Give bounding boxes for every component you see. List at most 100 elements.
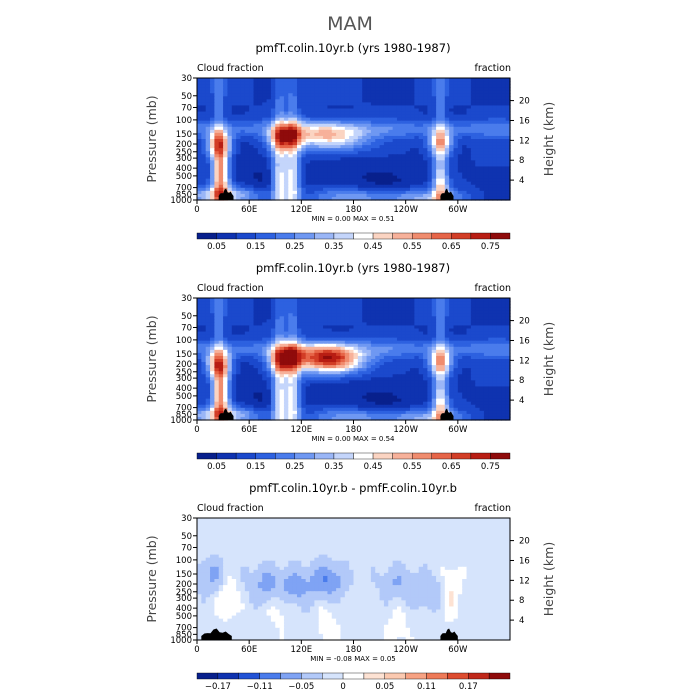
heatmap-cell bbox=[353, 114, 359, 119]
heatmap-cell bbox=[310, 145, 315, 149]
heatmap-cell bbox=[210, 145, 215, 149]
heatmap-cell bbox=[292, 151, 298, 155]
heatmap-cell bbox=[310, 196, 315, 201]
heatmap-cell bbox=[283, 343, 289, 348]
heatmap-cell bbox=[296, 307, 302, 311]
heatmap-cell bbox=[244, 120, 250, 125]
heatmap-cell bbox=[283, 377, 289, 381]
heatmap-cell bbox=[427, 99, 433, 103]
heatmap-cell bbox=[292, 142, 298, 146]
heatmap-cell bbox=[396, 187, 402, 192]
heatmap-cell bbox=[223, 129, 229, 134]
heatmap-cell bbox=[205, 120, 211, 125]
heatmap-cell bbox=[449, 139, 455, 143]
heatmap-cell bbox=[283, 178, 289, 183]
heatmap-cell bbox=[483, 377, 489, 381]
heatmap-cell bbox=[323, 181, 329, 186]
heatmap-cell bbox=[375, 114, 381, 119]
heatmap-cell bbox=[223, 316, 229, 320]
heatmap-cell bbox=[301, 142, 307, 146]
heatmap-cell bbox=[310, 343, 315, 348]
heatmap-cell bbox=[349, 148, 355, 152]
heatmap-cell bbox=[310, 193, 315, 198]
heatmap-cell bbox=[488, 343, 494, 348]
heatmap-cell bbox=[231, 340, 237, 345]
heatmap-cell bbox=[492, 362, 498, 366]
heatmap-cell bbox=[383, 352, 389, 357]
heatmap-cell bbox=[453, 352, 459, 357]
heatmap-cell bbox=[505, 102, 511, 107]
heatmap-cell bbox=[318, 337, 324, 342]
heatmap-cell bbox=[283, 374, 289, 378]
heatmap-cell bbox=[375, 169, 381, 174]
heatmap-cell bbox=[453, 334, 459, 339]
heatmap-cell bbox=[262, 129, 268, 134]
heatmap-cell bbox=[388, 102, 394, 107]
heatmap-cell bbox=[336, 193, 342, 198]
heatmap-cell bbox=[388, 96, 394, 100]
heatmap-cell bbox=[305, 340, 311, 345]
heatmap-cell bbox=[483, 340, 489, 345]
heatmap-cell bbox=[288, 307, 294, 311]
heatmap-cell bbox=[496, 181, 502, 186]
heatmap-cell bbox=[279, 337, 285, 342]
heatmap-cell bbox=[318, 108, 324, 113]
heatmap-cell bbox=[270, 340, 276, 345]
heatmap-cell bbox=[405, 377, 411, 381]
heatmap-cell bbox=[236, 325, 242, 330]
heatmap-cell bbox=[197, 132, 202, 137]
heatmap-cell bbox=[201, 99, 207, 103]
heatmap-cell bbox=[344, 181, 350, 186]
heatmap-cell bbox=[496, 193, 502, 198]
heatmap-cell bbox=[436, 126, 442, 131]
heatmap-cell bbox=[283, 142, 289, 146]
heatmap-cell bbox=[457, 362, 463, 366]
heatmap-cell bbox=[475, 337, 481, 342]
heatmap-cell bbox=[475, 93, 481, 97]
heatmap-cell bbox=[479, 172, 485, 177]
colorbar-label: 0.15 bbox=[246, 242, 265, 252]
heatmap-cell bbox=[214, 129, 220, 134]
heatmap-cell bbox=[505, 184, 511, 189]
heatmap-cell bbox=[214, 377, 220, 381]
heatmap-cell bbox=[214, 380, 220, 384]
heatmap-cell bbox=[197, 81, 202, 85]
heatmap-cell bbox=[436, 319, 442, 323]
heatmap-cell bbox=[331, 96, 337, 100]
heatmap-cell bbox=[266, 145, 272, 149]
heatmap-cell bbox=[496, 132, 502, 137]
heatmap-cell bbox=[240, 111, 246, 116]
heatmap-cell bbox=[231, 132, 237, 137]
heatmap-cell bbox=[288, 325, 294, 330]
heatmap-cell bbox=[357, 129, 363, 134]
heatmap-cell bbox=[305, 193, 311, 198]
heatmap-cell bbox=[418, 304, 424, 308]
heatmap-cell bbox=[288, 102, 294, 107]
heatmap-cell bbox=[466, 132, 472, 137]
heatmap-cell bbox=[249, 123, 255, 128]
heatmap-cell bbox=[340, 81, 346, 85]
heatmap-cell bbox=[457, 163, 463, 168]
heatmap-cell bbox=[440, 126, 446, 131]
heatmap-cell bbox=[453, 93, 459, 97]
heatmap-cell bbox=[201, 178, 207, 183]
heatmap-cell bbox=[366, 105, 372, 110]
heatmap-cell bbox=[205, 111, 211, 116]
heatmap-cell bbox=[244, 359, 250, 363]
heatmap-cell bbox=[270, 172, 276, 177]
heatmap-cell bbox=[466, 362, 472, 366]
heatmap-cell bbox=[266, 120, 272, 125]
heatmap-cell bbox=[244, 322, 250, 327]
heatmap-cell bbox=[336, 178, 342, 183]
heatmap-cell bbox=[453, 87, 459, 91]
heatmap-cell bbox=[323, 368, 329, 372]
heatmap-cell bbox=[214, 117, 220, 122]
heatmap-cell bbox=[392, 93, 398, 97]
heatmap-cell bbox=[236, 120, 242, 125]
heatmap-cell bbox=[444, 343, 450, 348]
heatmap-cell bbox=[470, 374, 476, 378]
heatmap-cell bbox=[505, 142, 511, 146]
heatmap-cell bbox=[396, 298, 402, 302]
heatmap-cell bbox=[344, 310, 350, 314]
heatmap-cell bbox=[383, 316, 389, 320]
